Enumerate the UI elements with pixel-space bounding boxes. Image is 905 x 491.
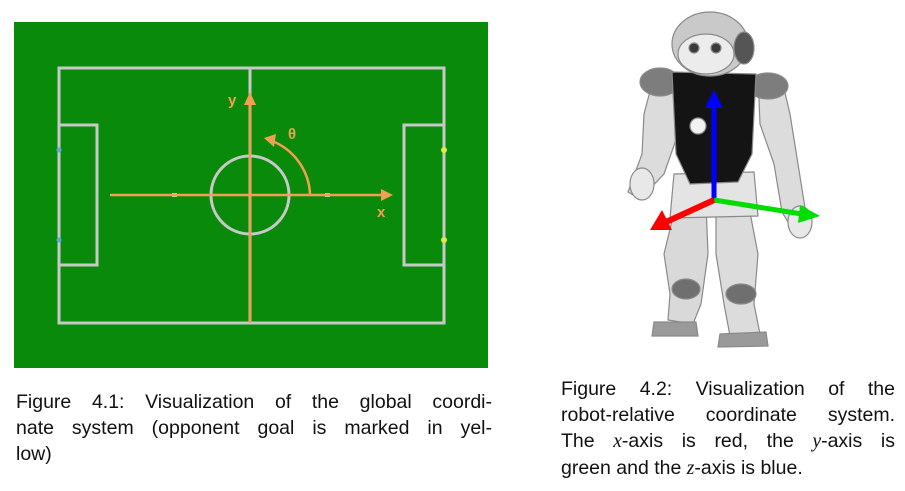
- robot-right-foot: [717, 331, 769, 348]
- math-z: z: [686, 458, 695, 479]
- y-axis-arrowhead: [244, 92, 256, 105]
- y-axis-arrowhead-robot: [798, 205, 820, 223]
- own-goal-post-top: [56, 147, 62, 153]
- x-axis-label: x: [377, 204, 386, 221]
- caption-line: low): [16, 443, 52, 465]
- robot-right-eye: [710, 42, 722, 54]
- figure-4-2-caption: Figure 4.2: Visualization of the robot-r…: [561, 376, 895, 482]
- opponent-goal-post-bottom: [441, 237, 447, 243]
- caption-line: The x-axis is red, the y-axis is: [561, 428, 895, 455]
- robot-chest-button: [689, 117, 707, 135]
- robot-face: [677, 33, 735, 75]
- caption-line: robot-relative coordinate system.: [561, 404, 895, 426]
- opponent-goal-post-top: [441, 147, 447, 153]
- robot-ear: [733, 31, 755, 65]
- robot-left-eye: [688, 42, 700, 54]
- own-goal-posts: [56, 147, 62, 243]
- robot-head: [671, 11, 755, 77]
- left-penalty-area: [57, 123, 99, 267]
- global-axes: [110, 104, 384, 323]
- robot: [627, 11, 813, 348]
- soccer-field-figure: x y θ: [14, 22, 488, 368]
- caption-line: nate system (opponent goal is marked in …: [16, 417, 492, 439]
- caption-line: Figure 4.2: Visualization of the: [561, 378, 895, 400]
- own-goal-post-bottom: [56, 237, 62, 243]
- robot-legs: [651, 201, 769, 348]
- right-penalty-area: [402, 123, 446, 267]
- theta-label: θ: [288, 126, 296, 143]
- robot-arms: [627, 67, 813, 239]
- z-axis-arrowhead: [705, 90, 723, 108]
- theta-arrowhead: [264, 134, 276, 147]
- caption-text: -axis is: [821, 430, 895, 452]
- x-axis-line-robot: [664, 197, 716, 225]
- caption-line: green and the z-axis is blue.: [561, 455, 895, 482]
- robot-figure: [627, 11, 820, 348]
- caption-text: The: [561, 430, 614, 452]
- robot-right-leg: [715, 201, 761, 337]
- caption-line: Figure 4.1: Visualization of the global …: [16, 391, 492, 413]
- opponent-goal-posts: [441, 147, 447, 243]
- x-axis-arrowhead: [381, 189, 393, 201]
- y-axis-label: y: [228, 92, 237, 109]
- math-x: x: [613, 431, 622, 452]
- robot-left-knee: [671, 278, 701, 300]
- robot-right-knee: [725, 283, 757, 305]
- robot-left-foot: [651, 321, 699, 337]
- robot-left-hand: [629, 167, 655, 201]
- caption-text: -axis is blue.: [694, 457, 803, 479]
- theta-arc: [271, 139, 312, 195]
- math-y: y: [812, 431, 822, 452]
- robot-axes: [650, 90, 820, 230]
- figure-4-1-caption: Figure 4.1: Visualization of the global …: [16, 389, 492, 467]
- y-axis-line-robot: [713, 197, 803, 217]
- caption-text: -axis is red, the: [621, 430, 813, 452]
- caption-text: green and the: [561, 457, 687, 479]
- x-axis-arrowhead-robot: [650, 210, 672, 230]
